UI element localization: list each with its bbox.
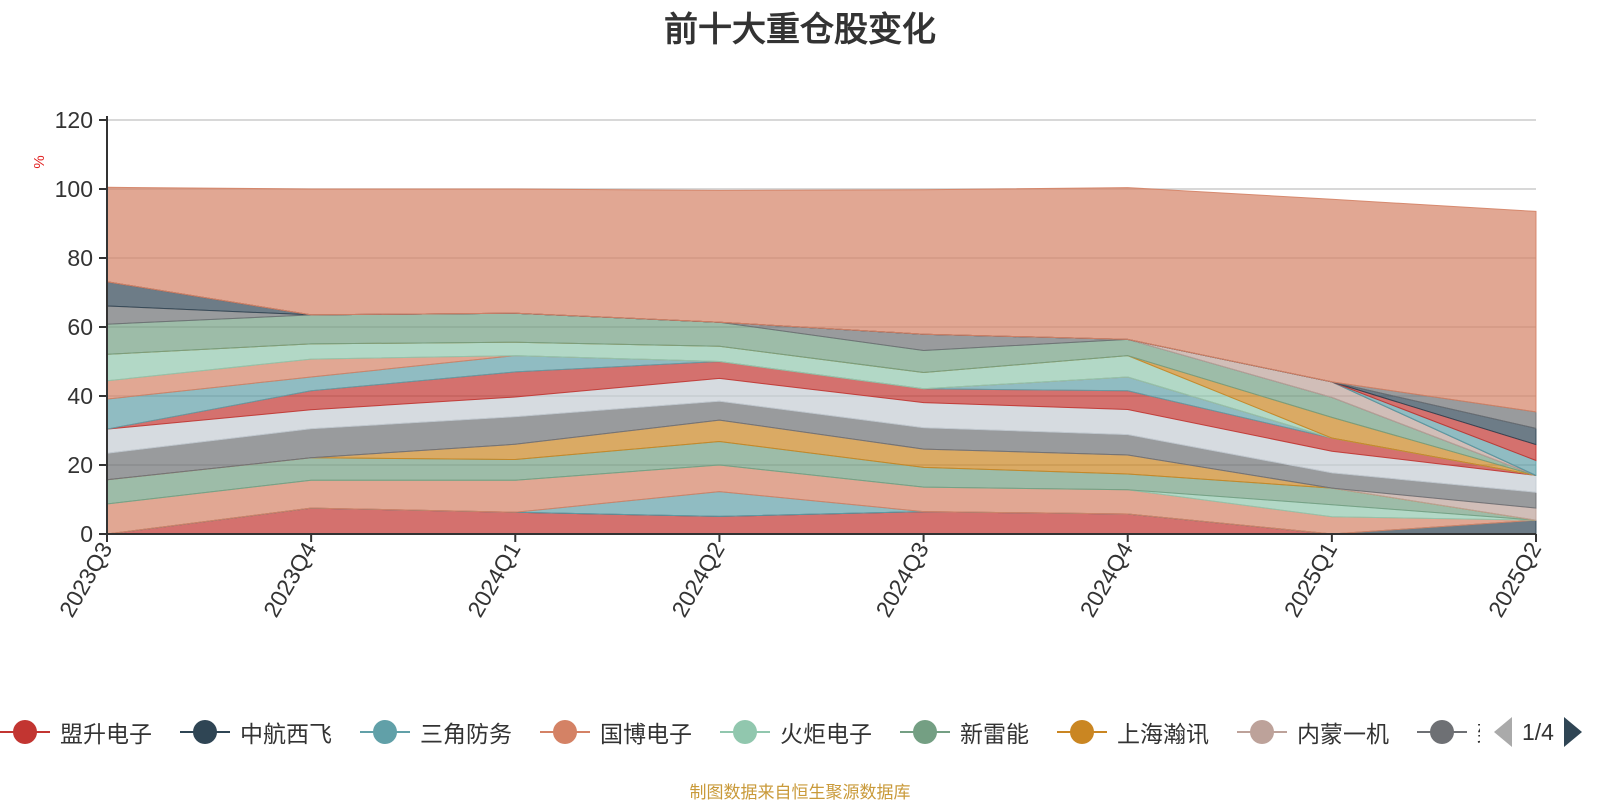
area-其他: [106, 186, 1537, 413]
legend-item[interactable]: 盟升电子: [0, 712, 152, 752]
y-tick-label: 0: [80, 521, 93, 547]
x-tick-label: 2025Q2: [1483, 538, 1546, 622]
legend-pager: 1/4: [1490, 712, 1600, 752]
legend-label: 火炬电子: [780, 721, 872, 747]
legend-item[interactable]: 上海瀚讯: [1057, 712, 1209, 752]
legend-marker-icon: [720, 719, 770, 745]
x-tick-label: 2023Q3: [54, 538, 117, 622]
x-tick-label: 2025Q1: [1279, 538, 1342, 622]
x-tick-label: 2024Q1: [462, 538, 525, 622]
legend-marker-icon: [360, 719, 410, 745]
x-tick-label: 2024Q3: [870, 538, 933, 622]
x-tick-label: 2023Q4: [258, 537, 322, 621]
chart-title: 前十大重仓股变化: [664, 11, 936, 49]
stacked-areas: [106, 186, 1537, 535]
x-tick-label: 2024Q2: [666, 538, 729, 622]
y-axis-unit-label: %: [31, 155, 48, 168]
y-tick-label: 40: [67, 383, 93, 409]
y-tick-label: 80: [67, 245, 93, 271]
legend-item[interactable]: 内蒙一机: [1237, 712, 1389, 752]
legend-item[interactable]: 国博电子: [540, 712, 692, 752]
legend-items: 盟升电子 中航西飞 三角防务 国博电子 火炬电子 新雷能 上海瀚讯 内蒙一机 臻镭科技: [0, 712, 1480, 752]
legend-item[interactable]: 臻镭科技: [1417, 712, 1480, 752]
area-chart: 0 20 40 60 80 100 120 2023Q3 2023Q4 2024Q1 2024Q2 2…: [31, 107, 1546, 622]
legend-label: 国博电子: [600, 721, 692, 747]
legend-item[interactable]: 中航西飞: [180, 712, 332, 752]
x-tick-label: 2024Q4: [1075, 537, 1139, 621]
legend-label: 中航西飞: [240, 721, 332, 747]
legend-label: 盟升电子: [60, 721, 152, 747]
legend-item[interactable]: 新雷能: [900, 712, 1029, 752]
legend-label: 内蒙一机: [1297, 721, 1389, 747]
legend-label: 上海瀚讯: [1117, 721, 1209, 747]
legend-marker-icon: [540, 719, 590, 745]
legend-item[interactable]: 火炬电子: [720, 712, 872, 752]
legend-label: 三角防务: [420, 721, 512, 747]
legend-marker-icon: [900, 719, 950, 745]
legend-next-page-button[interactable]: [1563, 717, 1582, 747]
legend-marker-icon: [1057, 719, 1107, 745]
legend-marker-icon: [180, 719, 230, 745]
source-note: 制图数据来自恒生聚源数据库: [689, 783, 911, 802]
y-tick-label: 100: [55, 176, 93, 202]
legend-label: 臻镭科技: [1477, 715, 1480, 749]
legend-item[interactable]: 三角防务: [360, 712, 512, 752]
legend-marker-icon: [1237, 719, 1287, 745]
y-tick-label: 120: [55, 107, 93, 133]
y-tick-label: 60: [67, 314, 93, 340]
legend-marker-icon: [0, 719, 50, 745]
legend-page-indicator: 1/4: [1522, 718, 1554, 745]
legend-label: 新雷能: [960, 721, 1029, 747]
legend-marker-icon: [1417, 719, 1467, 745]
legend: 盟升电子 中航西飞 三角防务 国博电子 火炬电子 新雷能 上海瀚讯 内蒙一机 臻镭科技 1/4: [0, 712, 1600, 752]
legend-prev-page-button[interactable]: [1494, 717, 1512, 747]
y-tick-label: 20: [67, 452, 93, 478]
